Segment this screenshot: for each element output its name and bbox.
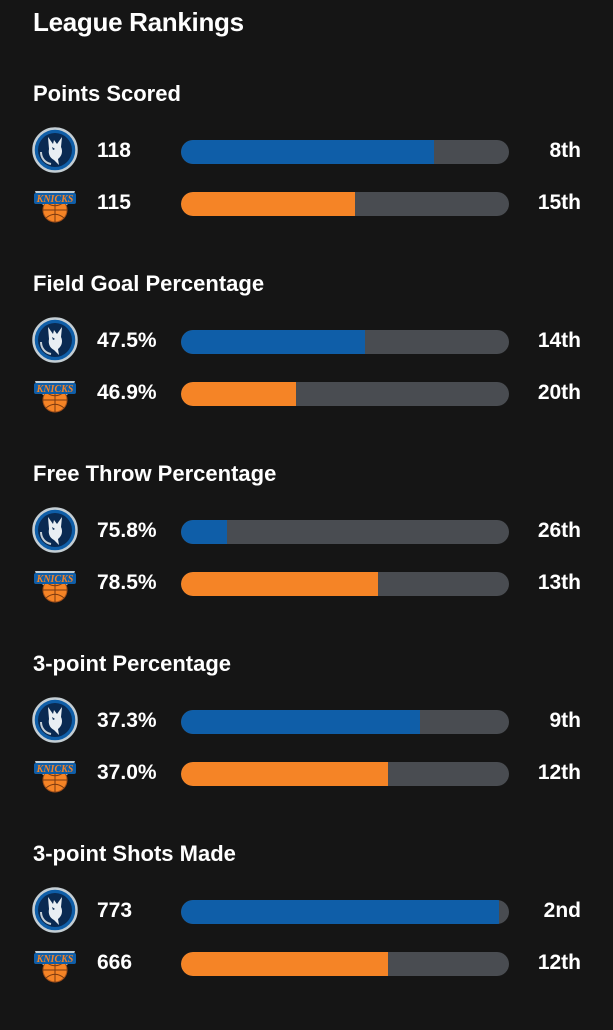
ranking-bar-fill bbox=[181, 192, 355, 216]
stat-value: 118 bbox=[97, 139, 131, 162]
ranking-bar-fill bbox=[181, 572, 378, 596]
section-title: 3-point Shots Made bbox=[33, 841, 236, 866]
section-title: Free Throw Percentage bbox=[33, 461, 277, 486]
team-row-mavericks: 773 2nd bbox=[0, 885, 613, 937]
ranking-section: Free Throw Percentage 75.8% 26th KNICKS 7… bbox=[0, 460, 613, 650]
new-york-knicks-logo-icon: KNICKS bbox=[32, 752, 78, 798]
new-york-knicks-logo-icon: KNICKS bbox=[32, 562, 78, 608]
team-row-knicks: KNICKS 37.0% 12th bbox=[0, 747, 613, 799]
stat-value: 46.9% bbox=[97, 381, 157, 404]
knicks-logo-text: KNICKS bbox=[36, 194, 74, 205]
league-rank: 20th bbox=[537, 381, 581, 404]
stat-value: 37.3% bbox=[97, 709, 157, 732]
ranking-bar-fill bbox=[181, 900, 500, 924]
league-rank: 15th bbox=[537, 191, 581, 214]
knicks-logo-text: KNICKS bbox=[36, 764, 74, 775]
ranking-bar-track bbox=[181, 520, 509, 544]
ranking-section: 3-point Percentage 37.3% 9th KNICKS 37.0%… bbox=[0, 650, 613, 840]
team-row-knicks: KNICKS 46.9% 20th bbox=[0, 367, 613, 419]
team-row-knicks: KNICKS 666 12th bbox=[0, 937, 613, 989]
ranking-bar-fill bbox=[181, 330, 365, 354]
dallas-mavericks-logo-icon bbox=[32, 887, 78, 933]
ranking-bar-fill bbox=[181, 382, 296, 406]
team-row-mavericks: 118 8th bbox=[0, 125, 613, 177]
ranking-bar-fill bbox=[181, 140, 434, 164]
dallas-mavericks-logo-icon bbox=[32, 697, 78, 743]
ranking-section: 3-point Shots Made 773 2nd KNICKS 666 12th bbox=[0, 840, 613, 1030]
knicks-logo-text: KNICKS bbox=[36, 954, 74, 965]
ranking-bar-fill bbox=[181, 520, 227, 544]
ranking-bar-track bbox=[181, 330, 509, 354]
ranking-section: Field Goal Percentage 47.5% 14th KNICKS 4… bbox=[0, 270, 613, 460]
ranking-bar-track bbox=[181, 710, 509, 734]
new-york-knicks-logo-icon: KNICKS bbox=[32, 942, 78, 988]
knicks-logo-text: KNICKS bbox=[36, 384, 74, 395]
team-row-mavericks: 47.5% 14th bbox=[0, 315, 613, 367]
new-york-knicks-logo-icon: KNICKS bbox=[32, 182, 78, 228]
team-row-knicks: KNICKS 115 15th bbox=[0, 177, 613, 229]
ranking-bar-track bbox=[181, 952, 509, 976]
league-rank: 2nd bbox=[543, 899, 581, 922]
section-title: Field Goal Percentage bbox=[33, 271, 265, 296]
league-rank: 14th bbox=[537, 329, 581, 352]
section-title: 3-point Percentage bbox=[33, 651, 232, 676]
league-rank: 13th bbox=[537, 571, 581, 594]
ranking-bar-track bbox=[181, 572, 509, 596]
page-title: League Rankings bbox=[33, 7, 244, 37]
dallas-mavericks-logo-icon bbox=[32, 507, 78, 553]
league-rank: 12th bbox=[537, 761, 581, 784]
stat-value: 666 bbox=[97, 951, 133, 974]
ranking-bar-track bbox=[181, 192, 509, 216]
stat-value: 75.8% bbox=[97, 519, 157, 542]
stat-value: 115 bbox=[97, 191, 131, 214]
league-rank: 26th bbox=[537, 519, 581, 542]
stat-value: 773 bbox=[97, 899, 133, 922]
ranking-section: Points Scored 118 8th KNICKS 115 15th bbox=[0, 80, 613, 270]
stat-value: 78.5% bbox=[97, 571, 157, 594]
ranking-bar-track bbox=[181, 900, 509, 924]
league-rank: 12th bbox=[537, 951, 581, 974]
dallas-mavericks-logo-icon bbox=[32, 127, 78, 173]
ranking-bar-track bbox=[181, 762, 509, 786]
dallas-mavericks-logo-icon bbox=[32, 317, 78, 363]
ranking-bar-fill bbox=[181, 762, 388, 786]
league-rank: 9th bbox=[549, 709, 582, 732]
new-york-knicks-logo-icon: KNICKS bbox=[32, 372, 78, 418]
stat-value: 47.5% bbox=[97, 329, 157, 352]
ranking-bar-fill bbox=[181, 952, 388, 976]
stat-value: 37.0% bbox=[97, 761, 157, 784]
league-rank: 8th bbox=[549, 139, 582, 162]
team-row-knicks: KNICKS 78.5% 13th bbox=[0, 557, 613, 609]
team-row-mavericks: 37.3% 9th bbox=[0, 695, 613, 747]
ranking-bar-track bbox=[181, 382, 509, 406]
ranking-bar-track bbox=[181, 140, 509, 164]
team-row-mavericks: 75.8% 26th bbox=[0, 505, 613, 557]
knicks-logo-text: KNICKS bbox=[36, 574, 74, 585]
ranking-bar-fill bbox=[181, 710, 421, 734]
section-title: Points Scored bbox=[33, 81, 181, 106]
